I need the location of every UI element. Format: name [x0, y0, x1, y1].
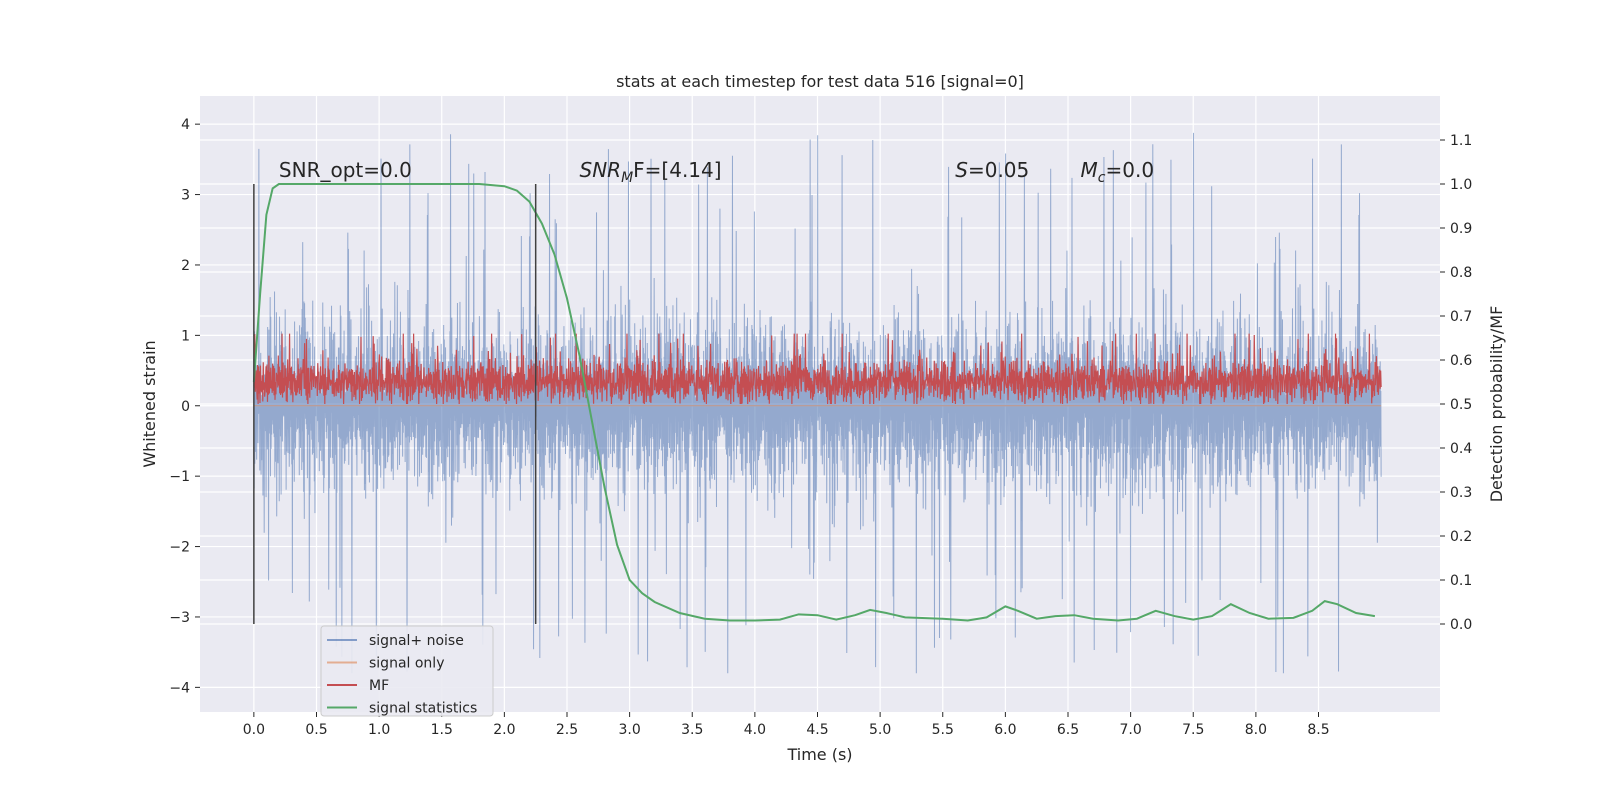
- y2-tick-label: 0.8: [1450, 265, 1472, 281]
- x-axis-label: Time (s): [786, 745, 852, 764]
- x-tick-label: 6.5: [1057, 722, 1079, 738]
- x-tick-label: 7.0: [1119, 722, 1141, 738]
- x-tick-label: 4.5: [806, 722, 828, 738]
- legend: signal+ noise signal only MF signal statist…: [320, 625, 494, 717]
- y-tick-label: −1: [169, 469, 190, 485]
- x-tick-label: 5.0: [869, 722, 891, 738]
- y-tick-label: 1: [181, 328, 190, 344]
- x-tick-label: 1.0: [368, 722, 390, 738]
- y2-axis-label: Detection probability/MF: [1487, 306, 1506, 503]
- annotation-text: S=0.05: [955, 158, 1029, 182]
- y2-tick-label: 0.9: [1450, 221, 1472, 237]
- annotation-text: Mc=0.0: [1081, 158, 1155, 186]
- y-tick-label: 3: [181, 188, 190, 204]
- x-tick-label: 0.0: [243, 722, 265, 738]
- y2-tick-label: 1.0: [1450, 177, 1472, 193]
- x-tick-label: 5.5: [932, 722, 954, 738]
- y2-tick-label: 0.7: [1450, 309, 1472, 325]
- legend-box: [320, 625, 494, 717]
- x-tick-label: 2.5: [556, 722, 578, 738]
- y-axis-label: Whitened strain: [140, 340, 159, 467]
- y2-tick-label: 1.1: [1450, 133, 1472, 149]
- chart-title: stats at each timestep for test data 516…: [616, 72, 1024, 91]
- x-axis-ticks: 0.0 0.5 1.0 1.5 2.0 2.5 3.0 3.5 4.0 4.5 5.0 5.5 6.0 6…: [243, 712, 1330, 738]
- x-tick-label: 7.5: [1182, 722, 1204, 738]
- stats-line: [252, 183, 1376, 622]
- y-tick-label: −3: [169, 610, 190, 626]
- x-tick-label: 0.5: [305, 722, 327, 738]
- legend-label: signal only: [369, 656, 444, 672]
- legend-label: MF: [369, 678, 389, 694]
- x-tick-label: 8.5: [1307, 722, 1329, 738]
- y2-tick-label: 0.0: [1450, 617, 1472, 633]
- y2-axis-ticks: 0.0 0.1 0.2 0.3 0.4 0.5 0.6 0.7 0.8 0.9 1.0 1.1: [1440, 133, 1472, 633]
- annotations: SNR_opt=0.0 SNRMF=[4.14] S=0.05 Mc=0.0: [279, 158, 1154, 186]
- x-tick-label: 6.0: [994, 722, 1016, 738]
- legend-label: signal statistics: [369, 701, 477, 717]
- y2-tick-label: 0.2: [1450, 529, 1472, 545]
- annotation-text: SNR_opt=0.0: [279, 158, 412, 182]
- legend-label: signal+ noise: [369, 633, 464, 649]
- stats-series: [252, 183, 1376, 622]
- y2-tick-label: 0.4: [1450, 441, 1472, 457]
- x-tick-label: 3.0: [618, 722, 640, 738]
- y-axis-ticks: −4 −3 −2 −1 0 1 2 3 4: [169, 117, 200, 696]
- y2-tick-label: 0.6: [1450, 353, 1472, 369]
- y-tick-label: 0: [181, 399, 190, 415]
- x-tick-label: 4.0: [744, 722, 766, 738]
- y2-tick-label: 0.1: [1450, 573, 1472, 589]
- mf-series: [253, 333, 1382, 405]
- y-tick-label: 2: [181, 258, 190, 274]
- annotation-text: SNRMF=[4.14]: [580, 158, 722, 186]
- vertical-lines: [253, 184, 537, 624]
- y2-tick-label: 0.5: [1450, 397, 1472, 413]
- x-tick-label: 8.0: [1245, 722, 1267, 738]
- y-tick-label: −2: [169, 540, 190, 556]
- x-tick-label: 2.0: [493, 722, 515, 738]
- y-tick-label: −4: [169, 680, 190, 696]
- x-tick-label: 1.5: [431, 722, 453, 738]
- mf-line: [253, 333, 1382, 405]
- y-tick-label: 4: [181, 117, 190, 133]
- y2-tick-label: 0.3: [1450, 485, 1472, 501]
- x-tick-label: 3.5: [681, 722, 703, 738]
